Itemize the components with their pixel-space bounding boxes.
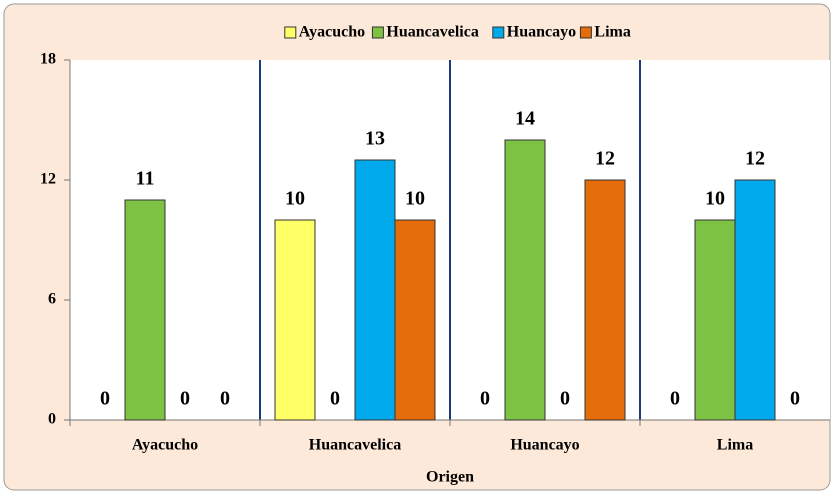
value-label: 0 — [220, 388, 230, 410]
value-label: 12 — [595, 148, 615, 170]
y-tick-label: 12 — [40, 171, 56, 188]
bar — [734, 179, 776, 421]
bar — [584, 179, 626, 421]
value-label: 0 — [180, 388, 190, 410]
value-label: 10 — [705, 188, 725, 210]
bar — [394, 219, 436, 421]
y-tick-label: 18 — [40, 51, 56, 68]
bar — [274, 219, 316, 421]
value-label: 11 — [136, 168, 155, 190]
legend-swatch — [579, 26, 592, 39]
bar — [504, 139, 546, 421]
value-label: 14 — [515, 108, 535, 130]
legend-swatch — [492, 26, 505, 39]
value-label: 0 — [790, 388, 800, 410]
legend-label: Huancayo — [507, 24, 576, 41]
value-label: 0 — [330, 388, 340, 410]
legend-swatch — [284, 26, 297, 39]
x-tick-label: Huancavelica — [309, 437, 401, 454]
value-label: 10 — [285, 188, 305, 210]
x-tick-label: Ayacucho — [132, 437, 198, 454]
bar — [694, 219, 736, 421]
legend-label: Lima — [594, 24, 630, 41]
x-axis-title: Origen — [426, 469, 474, 486]
value-label: 12 — [745, 148, 765, 170]
x-tick-label: Lima — [717, 437, 753, 454]
legend-label: Ayacucho — [299, 24, 365, 41]
value-label: 10 — [405, 188, 425, 210]
value-label: 0 — [100, 388, 110, 410]
x-tick-label: Huancayo — [510, 437, 579, 454]
y-tick-label: 6 — [48, 291, 56, 308]
legend-label: Huancavelica — [386, 24, 478, 41]
value-label: 0 — [480, 388, 490, 410]
value-label: 13 — [365, 128, 385, 150]
value-label: 0 — [560, 388, 570, 410]
value-label: 0 — [670, 388, 680, 410]
bar — [124, 199, 166, 421]
y-tick-label: 0 — [48, 411, 56, 428]
legend-swatch — [371, 26, 384, 39]
bar — [354, 159, 396, 421]
